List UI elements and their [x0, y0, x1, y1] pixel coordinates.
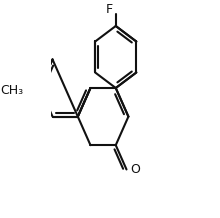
Text: CH₃: CH₃ [0, 83, 24, 97]
Text: F: F [105, 3, 112, 17]
Text: O: O [130, 163, 140, 176]
